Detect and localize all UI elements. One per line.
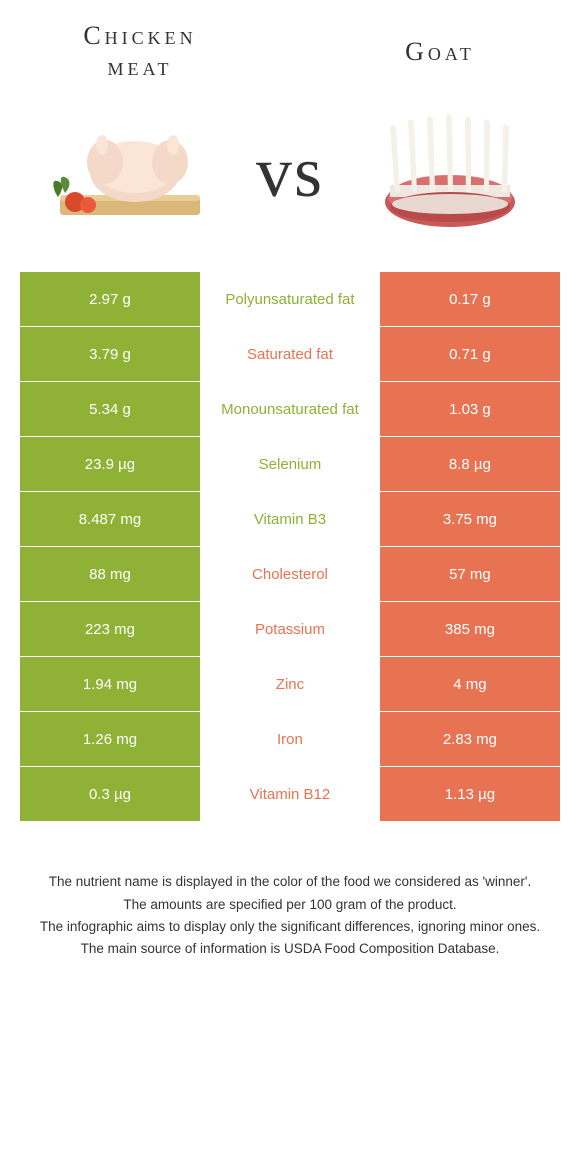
cell-nutrient-name: Potassium <box>200 602 380 656</box>
cell-right-value: 2.83 mg <box>380 712 560 766</box>
table-row: 88 mgCholesterol57 mg <box>20 547 560 602</box>
title-chicken: Chicken meat <box>40 20 240 82</box>
cell-right-value: 385 mg <box>380 602 560 656</box>
cell-right-value: 8.8 µg <box>380 437 560 491</box>
table-row: 1.26 mgIron2.83 mg <box>20 712 560 767</box>
goat-icon <box>360 107 540 237</box>
cell-nutrient-name: Saturated fat <box>200 327 380 381</box>
footer-notes: The nutrient name is displayed in the co… <box>0 822 580 959</box>
cell-nutrient-name: Zinc <box>200 657 380 711</box>
cell-left-value: 2.97 g <box>20 272 200 326</box>
cell-nutrient-name: Vitamin B12 <box>200 767 380 821</box>
footer-line1: The nutrient name is displayed in the co… <box>30 872 550 892</box>
table-row: 1.94 mgZinc4 mg <box>20 657 560 712</box>
cell-right-value: 57 mg <box>380 547 560 601</box>
title-goat-text: Goat <box>405 36 475 67</box>
cell-nutrient-name: Cholesterol <box>200 547 380 601</box>
header: Chicken meat Goat <box>0 0 580 92</box>
cell-nutrient-name: Iron <box>200 712 380 766</box>
table-row: 23.9 µgSelenium8.8 µg <box>20 437 560 492</box>
title-chicken-line2: meat <box>108 52 173 81</box>
cell-left-value: 23.9 µg <box>20 437 200 491</box>
cell-nutrient-name: Selenium <box>200 437 380 491</box>
cell-right-value: 4 mg <box>380 657 560 711</box>
title-chicken-line1: Chicken <box>83 21 196 50</box>
footer-line2: The amounts are specified per 100 gram o… <box>30 895 550 915</box>
title-goat: Goat <box>340 20 540 82</box>
nutrient-table: 2.97 gPolyunsaturated fat0.17 g3.79 gSat… <box>20 272 560 822</box>
table-row: 223 mgPotassium385 mg <box>20 602 560 657</box>
table-row: 0.3 µgVitamin B121.13 µg <box>20 767 560 822</box>
cell-nutrient-name: Vitamin B3 <box>200 492 380 546</box>
footer-line3: The infographic aims to display only the… <box>30 917 550 937</box>
table-row: 5.34 gMonounsaturated fat1.03 g <box>20 382 560 437</box>
cell-right-value: 3.75 mg <box>380 492 560 546</box>
cell-left-value: 1.94 mg <box>20 657 200 711</box>
cell-right-value: 0.71 g <box>380 327 560 381</box>
goat-image <box>360 107 540 237</box>
cell-right-value: 0.17 g <box>380 272 560 326</box>
cell-left-value: 8.487 mg <box>20 492 200 546</box>
cell-nutrient-name: Monounsaturated fat <box>200 382 380 436</box>
cell-left-value: 5.34 g <box>20 382 200 436</box>
vs-label: vs <box>256 131 324 214</box>
cell-left-value: 3.79 g <box>20 327 200 381</box>
footer-line4: The main source of information is USDA F… <box>30 939 550 959</box>
table-row: 3.79 gSaturated fat0.71 g <box>20 327 560 382</box>
cell-left-value: 1.26 mg <box>20 712 200 766</box>
chicken-image <box>40 107 220 237</box>
chicken-icon <box>40 107 220 237</box>
images-row: vs <box>0 92 580 272</box>
cell-right-value: 1.03 g <box>380 382 560 436</box>
table-row: 2.97 gPolyunsaturated fat0.17 g <box>20 272 560 327</box>
cell-right-value: 1.13 µg <box>380 767 560 821</box>
cell-nutrient-name: Polyunsaturated fat <box>200 272 380 326</box>
cell-left-value: 88 mg <box>20 547 200 601</box>
table-row: 8.487 mgVitamin B33.75 mg <box>20 492 560 547</box>
cell-left-value: 223 mg <box>20 602 200 656</box>
cell-left-value: 0.3 µg <box>20 767 200 821</box>
